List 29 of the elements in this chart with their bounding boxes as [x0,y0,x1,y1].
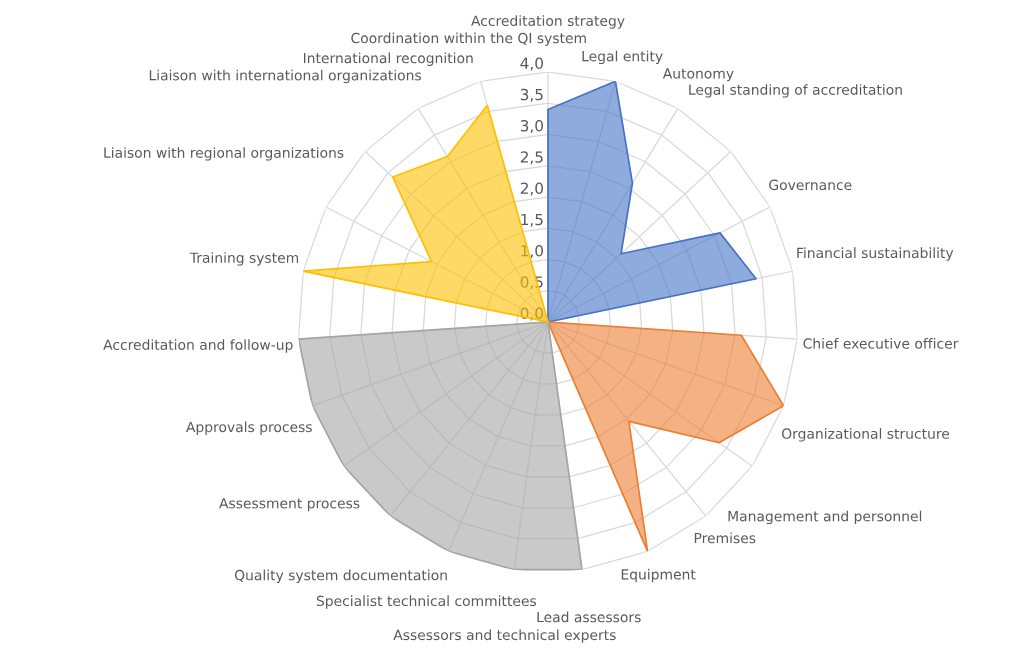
y-tick-label: 1,5 [521,213,543,227]
spoke-label: Approvals process [186,421,312,435]
y-tick-label: 4,0 [520,57,543,71]
spoke-label: Liaison with regional organizations [104,147,344,161]
spoke-label: Financial sustainability [797,247,954,261]
spoke-label: Chief executive officer [803,338,959,349]
spoke-label: Quality system documentation [234,569,447,584]
spoke-label: International recognition [303,52,473,66]
spoke-label: Specialist technical committees [316,595,537,609]
spoke-label: Accreditation strategy [471,15,625,29]
spoke-label: Governance [769,179,852,191]
spoke-label: Legal entity [582,50,663,65]
spoke-label: Lead assessors [537,611,641,623]
spoke-label: Accreditation and follow-up [103,339,293,353]
spoke-label: Equipment [621,568,696,583]
spoke-label: Training system [189,252,299,266]
y-tick-label: 3,5 [520,88,543,102]
y-tick-label: 3,0 [520,119,543,134]
y-tick-label: 2,5 [520,151,543,165]
spoke-label: Premises [694,532,756,544]
spoke-label: Legal standing of accreditation [689,84,902,98]
spoke-label: Management and personnel [728,510,922,525]
spoke-label: Autonomy [662,68,734,82]
spoke-label: Assessment process [219,498,360,512]
spoke-label: Assessors and technical experts [393,629,616,643]
y-tick-label: 2,0 [520,182,543,196]
spoke-label: Liaison with international organizations [149,69,421,84]
spoke-label: Coordination within the QI system [351,32,586,46]
spoke-label: Organizational structure [781,428,950,442]
